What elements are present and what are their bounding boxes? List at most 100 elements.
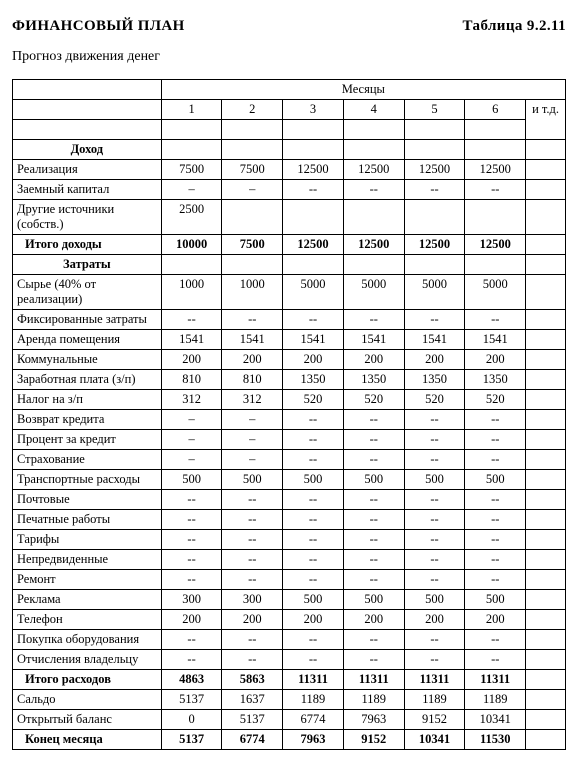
value-cell: -- <box>404 430 465 450</box>
value-cell: 200 <box>343 350 404 370</box>
value-cell: -- <box>465 450 526 470</box>
value-cell: -- <box>343 510 404 530</box>
header-blank <box>13 80 162 100</box>
etc-cell <box>526 530 566 550</box>
value-cell <box>283 200 344 235</box>
empty-cell <box>222 255 283 275</box>
value-cell: 7963 <box>283 730 344 750</box>
value-cell: -- <box>465 550 526 570</box>
row-label: Фиксированные затраты <box>13 310 162 330</box>
etc-cell <box>526 450 566 470</box>
value-cell: 12500 <box>404 160 465 180</box>
value-cell: 1189 <box>283 690 344 710</box>
etc-cell <box>526 160 566 180</box>
value-cell: -- <box>465 430 526 450</box>
row-label: Печатные работы <box>13 510 162 530</box>
table-row: Печатные работы------------ <box>13 510 566 530</box>
value-cell: 500 <box>343 470 404 490</box>
value-cell: – <box>222 180 283 200</box>
etc-cell <box>526 390 566 410</box>
value-cell: -- <box>283 570 344 590</box>
table-row: Заемный капитал––-------- <box>13 180 566 200</box>
value-cell: 5000 <box>404 275 465 310</box>
etc-cell <box>526 510 566 530</box>
table-row: Итого расходов48635863113111131111311113… <box>13 670 566 690</box>
row-label: Транспортные расходы <box>13 470 162 490</box>
etc-cell <box>526 200 566 235</box>
value-cell: 300 <box>161 590 222 610</box>
value-cell: 10341 <box>404 730 465 750</box>
table-row: Непредвиденные------------ <box>13 550 566 570</box>
value-cell: 9152 <box>404 710 465 730</box>
value-cell: -- <box>343 630 404 650</box>
value-cell: 312 <box>161 390 222 410</box>
value-cell: 5863 <box>222 670 283 690</box>
row-label: Другие источники (собств.) <box>13 200 162 235</box>
value-cell: -- <box>404 490 465 510</box>
etc-cell <box>526 350 566 370</box>
empty-cell <box>404 140 465 160</box>
month-col-4: 4 <box>343 100 404 120</box>
row-label: Доход <box>13 140 162 160</box>
value-cell: 5000 <box>283 275 344 310</box>
value-cell: 1350 <box>404 370 465 390</box>
table-row: Итого доходы1000075001250012500125001250… <box>13 235 566 255</box>
value-cell: -- <box>404 180 465 200</box>
value-cell: 200 <box>465 610 526 630</box>
value-cell: 1541 <box>404 330 465 350</box>
value-cell: 500 <box>404 470 465 490</box>
value-cell: 500 <box>465 470 526 490</box>
value-cell: 4863 <box>161 670 222 690</box>
value-cell: 500 <box>465 590 526 610</box>
value-cell: 1350 <box>283 370 344 390</box>
value-cell <box>222 200 283 235</box>
value-cell: 200 <box>283 610 344 630</box>
value-cell: -- <box>283 650 344 670</box>
value-cell: -- <box>222 570 283 590</box>
row-label: Сальдо <box>13 690 162 710</box>
row-label: Заработная плата (з/п) <box>13 370 162 390</box>
row-label: Аренда помещения <box>13 330 162 350</box>
value-cell: -- <box>343 430 404 450</box>
row-label: Возврат кредита <box>13 410 162 430</box>
value-cell: 2500 <box>161 200 222 235</box>
row-label: Реализация <box>13 160 162 180</box>
value-cell: 5137 <box>161 730 222 750</box>
value-cell: 11311 <box>283 670 344 690</box>
value-cell: -- <box>465 410 526 430</box>
month-col-1: 1 <box>161 100 222 120</box>
table-row: Реклама300300500500500500 <box>13 590 566 610</box>
etc-header: и т.д. <box>526 100 566 140</box>
value-cell: -- <box>222 510 283 530</box>
value-cell: -- <box>404 310 465 330</box>
row-label: Страхование <box>13 450 162 470</box>
value-cell: -- <box>161 530 222 550</box>
etc-cell <box>526 275 566 310</box>
spacer-cell <box>465 120 526 140</box>
empty-cell <box>343 255 404 275</box>
value-cell: 5000 <box>465 275 526 310</box>
table-row: Затраты <box>13 255 566 275</box>
value-cell: -- <box>161 570 222 590</box>
value-cell: -- <box>465 510 526 530</box>
table-row: Открытый баланс0513767747963915210341 <box>13 710 566 730</box>
etc-cell <box>526 570 566 590</box>
value-cell: -- <box>161 490 222 510</box>
value-cell: -- <box>222 530 283 550</box>
value-cell: -- <box>404 510 465 530</box>
row-label: Процент за кредит <box>13 430 162 450</box>
empty-cell <box>404 255 465 275</box>
value-cell: 6774 <box>283 710 344 730</box>
row-label: Телефон <box>13 610 162 630</box>
value-cell: 7500 <box>222 160 283 180</box>
table-row: Транспортные расходы500500500500500500 <box>13 470 566 490</box>
value-cell: -- <box>283 310 344 330</box>
value-cell: -- <box>343 550 404 570</box>
table-row: Заработная плата (з/п)810810135013501350… <box>13 370 566 390</box>
value-cell: -- <box>343 410 404 430</box>
value-cell: 200 <box>222 350 283 370</box>
value-cell: -- <box>465 180 526 200</box>
value-cell: 12500 <box>283 160 344 180</box>
value-cell: 1541 <box>283 330 344 350</box>
value-cell: -- <box>465 570 526 590</box>
